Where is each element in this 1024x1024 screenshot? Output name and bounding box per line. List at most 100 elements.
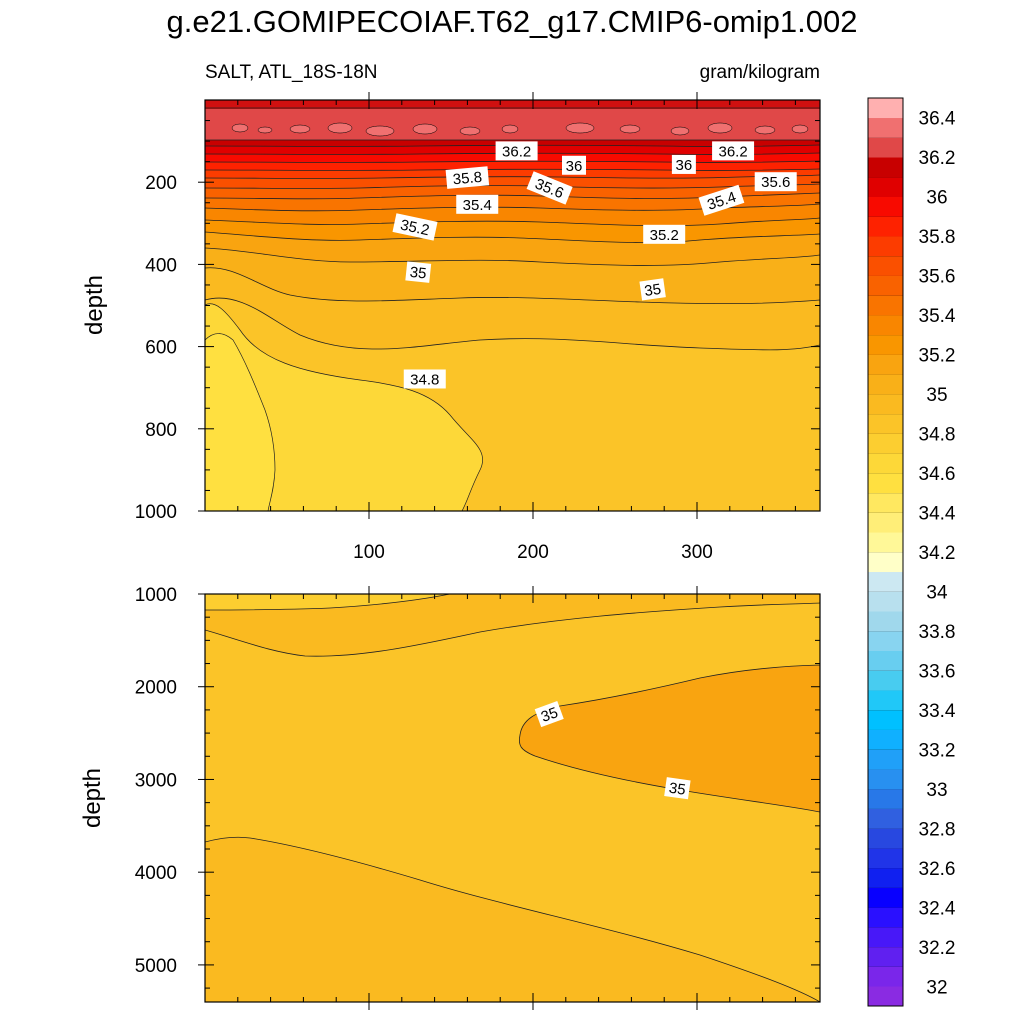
colorbar-swatch <box>868 670 903 691</box>
colorbar-label: 33.2 <box>919 740 956 761</box>
lower-y-tick-label: 3000 <box>135 770 177 791</box>
colorbar-swatch <box>868 236 903 257</box>
colorbar-swatch <box>868 630 903 651</box>
colorbar-label: 35.4 <box>919 306 956 327</box>
variable-subtitle: SALT, ATL_18S-18N <box>205 62 378 83</box>
contour-label-text: 36.2 <box>718 143 747 160</box>
colorbar-swatch <box>868 828 903 849</box>
contour-label: 36 <box>562 155 586 175</box>
contour-label-text: 35 <box>409 264 427 283</box>
lower-panel-field <box>205 594 820 1002</box>
colorbar-swatch <box>868 492 903 513</box>
contour-label-box <box>698 184 745 216</box>
colorbar-swatch <box>868 117 903 138</box>
contour-label-box <box>392 213 438 241</box>
colorbar-swatch <box>868 275 903 296</box>
colorbar-swatch <box>868 255 903 276</box>
colorbar-swatch <box>868 98 903 119</box>
colorbar-swatch <box>868 216 903 237</box>
colorbar-frame <box>867 97 904 1007</box>
colorbar-swatch <box>868 788 903 809</box>
upper-high-salinity-blobs <box>231 122 809 137</box>
colorbar-swatch <box>868 946 903 967</box>
colorbar-swatch <box>868 374 903 395</box>
colorbar-swatch <box>868 394 903 415</box>
contour-label-text: 36 <box>566 158 583 175</box>
colorbar-swatch <box>868 552 903 573</box>
upper-panel-field <box>205 100 820 511</box>
page-title: g.e21.GOMIPECOIAF.T62_g17.CMIP6-omip1.00… <box>166 4 858 39</box>
colorbar-swatch <box>868 137 903 158</box>
lower-band-34.8-top <box>205 594 450 610</box>
contour-label-text: 35.4 <box>463 197 492 214</box>
contour-label-box <box>639 278 666 301</box>
contour-label-text: 36 <box>676 157 693 174</box>
contour-label-box <box>495 141 538 161</box>
upper-y-tick-label: 800 <box>145 420 177 441</box>
lower-y-tick-label: 4000 <box>135 863 177 884</box>
colorbar-swatch <box>868 729 903 750</box>
colorbar-swatch <box>868 295 903 316</box>
colorbar-swatch <box>868 808 903 829</box>
colorbar-label: 36 <box>926 188 947 209</box>
colorbar-label: 32.2 <box>919 938 956 959</box>
colorbar-swatch <box>868 769 903 790</box>
contour-label: 35 <box>639 278 666 301</box>
colorbar-swatch <box>868 591 903 612</box>
colorbar-swatch <box>868 453 903 474</box>
contour-label-box <box>754 172 797 192</box>
contour-label-box <box>562 155 586 175</box>
colorbar-swatch <box>868 611 903 632</box>
upper-x-tick-label: 100 <box>353 542 385 563</box>
upper-y-tick-label: 1000 <box>135 502 177 523</box>
contour-label-text: 35.2 <box>650 227 679 244</box>
upper-y-tick-label: 600 <box>145 338 177 359</box>
lower-band-34.9-bottom <box>205 837 820 1002</box>
colorbar-swatch <box>868 650 903 671</box>
upper-band-36.1-top <box>205 100 820 109</box>
contour-label-text: 35.8 <box>452 169 483 188</box>
colorbar-label: 32.8 <box>919 819 956 840</box>
contour-label: 35.8 <box>445 166 490 189</box>
contour-label: 35.2 <box>643 224 686 244</box>
colorbar-swatch <box>868 512 903 533</box>
colorbar-swatch <box>868 966 903 987</box>
contour-label: 35.2 <box>392 213 438 241</box>
colorbar-label: 33.4 <box>919 701 956 722</box>
colorbar-swatch <box>868 334 903 355</box>
contour-label: 35 <box>534 701 564 728</box>
colorbar-label: 34.2 <box>919 543 956 564</box>
colorbar-label: 33 <box>926 780 947 801</box>
colorbar-swatch <box>868 433 903 454</box>
colorbar-swatch <box>868 532 903 553</box>
upper-y-tick-label: 200 <box>145 173 177 194</box>
contour-label-box <box>671 154 696 174</box>
colorbar-swatch <box>868 473 903 494</box>
colorbar-swatch <box>868 749 903 770</box>
colorbar-label: 33.6 <box>919 661 956 682</box>
colorbar-label: 32 <box>926 977 947 998</box>
upper-x-tick-label: 300 <box>681 542 713 563</box>
colorbar-label: 34.8 <box>919 425 956 446</box>
colorbar-swatch <box>868 907 903 928</box>
axes-layer: 200 400 600 800 1000 1000 2000 3000 4000 5000 100 2… <box>135 92 820 1010</box>
contour-label: 35.6 <box>754 172 797 192</box>
contour-label-box <box>456 194 499 214</box>
colorbar-label: 34 <box>926 582 948 603</box>
colorbar-swatch <box>868 848 903 869</box>
contour-label-text: 35 <box>643 281 662 300</box>
colorbar-swatch <box>868 887 903 908</box>
contour-label-box <box>712 141 755 161</box>
lower-band-34.9-upper <box>205 594 820 657</box>
colorbar-label: 34.6 <box>919 464 956 485</box>
contour-label: 34.8 <box>403 369 446 389</box>
lower-contour-lines <box>205 594 820 1002</box>
colorbar-label: 36.2 <box>919 148 956 169</box>
colorbar-swatch <box>868 315 903 336</box>
colorbar-label: 36.4 <box>919 109 956 130</box>
contour-label-box <box>405 261 432 283</box>
contour-label-text: 34.8 <box>410 371 439 388</box>
colorbar-swatch <box>868 354 903 375</box>
contour-label-box <box>664 777 691 800</box>
